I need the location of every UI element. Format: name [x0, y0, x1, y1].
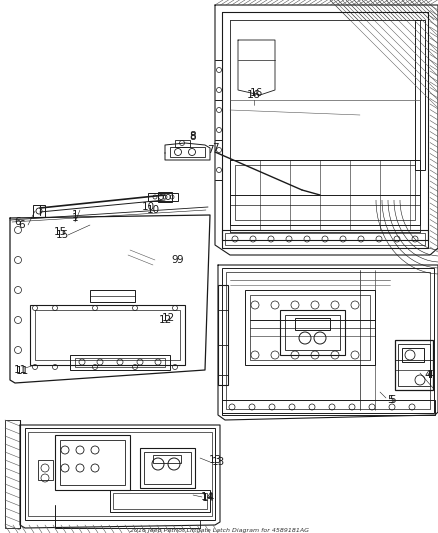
Text: 13: 13 — [208, 455, 222, 465]
Bar — [222, 268, 434, 413]
Bar — [398, 344, 430, 386]
Text: 5: 5 — [387, 395, 393, 405]
Bar — [175, 140, 190, 147]
Bar — [35, 310, 180, 360]
Bar — [170, 147, 205, 157]
Bar — [222, 230, 428, 248]
Bar — [395, 340, 433, 390]
Bar — [245, 290, 375, 365]
Bar — [25, 428, 215, 520]
Text: 13: 13 — [212, 457, 225, 467]
Bar — [75, 358, 165, 367]
Bar — [55, 435, 130, 490]
Text: 1: 1 — [72, 213, 78, 223]
Bar — [225, 233, 425, 245]
Bar — [144, 452, 191, 484]
Text: 15: 15 — [53, 227, 67, 237]
Bar — [113, 493, 207, 509]
Text: 12: 12 — [161, 313, 175, 323]
Text: 1: 1 — [72, 210, 78, 220]
Bar — [33, 205, 45, 217]
Bar — [402, 348, 424, 362]
Bar — [285, 315, 340, 350]
Bar — [250, 295, 370, 360]
Bar — [226, 272, 430, 409]
Bar — [30, 305, 185, 365]
Bar — [148, 193, 178, 201]
Text: 16: 16 — [249, 88, 263, 98]
Bar — [90, 290, 135, 302]
Text: 8: 8 — [190, 132, 196, 142]
Bar — [5, 420, 20, 528]
Text: 10: 10 — [141, 202, 155, 212]
Text: 6: 6 — [15, 217, 21, 227]
Bar — [158, 192, 172, 202]
Text: 2016 Jeep Patriot Liftgate Latch Diagram for 4589181AG: 2016 Jeep Patriot Liftgate Latch Diagram… — [130, 528, 308, 533]
Text: 9: 9 — [177, 255, 184, 265]
Bar — [415, 20, 425, 170]
Text: 11: 11 — [14, 365, 27, 375]
Text: 14: 14 — [200, 492, 214, 502]
Text: 11: 11 — [15, 366, 28, 376]
Bar — [218, 285, 228, 385]
Text: 12: 12 — [159, 315, 172, 325]
Text: 9: 9 — [172, 255, 178, 265]
Bar — [235, 165, 415, 220]
Bar — [222, 400, 435, 415]
Bar — [38, 460, 53, 480]
Bar — [140, 448, 195, 488]
Text: 15: 15 — [55, 230, 69, 240]
Text: 16: 16 — [247, 90, 261, 100]
Bar — [280, 310, 345, 355]
Text: 10: 10 — [146, 205, 159, 215]
Text: 4: 4 — [427, 370, 433, 380]
Bar — [110, 490, 210, 512]
Text: 14: 14 — [201, 493, 215, 503]
Bar — [60, 440, 125, 485]
Bar — [153, 455, 181, 463]
Text: 5: 5 — [389, 395, 396, 405]
Bar — [70, 355, 170, 370]
Text: 6: 6 — [19, 220, 25, 230]
Text: 8: 8 — [190, 131, 196, 141]
Text: 7: 7 — [212, 143, 218, 153]
Bar — [28, 432, 212, 516]
Bar — [295, 318, 330, 330]
Bar — [230, 160, 420, 225]
Text: 7: 7 — [207, 145, 213, 155]
Text: 4: 4 — [425, 370, 431, 380]
